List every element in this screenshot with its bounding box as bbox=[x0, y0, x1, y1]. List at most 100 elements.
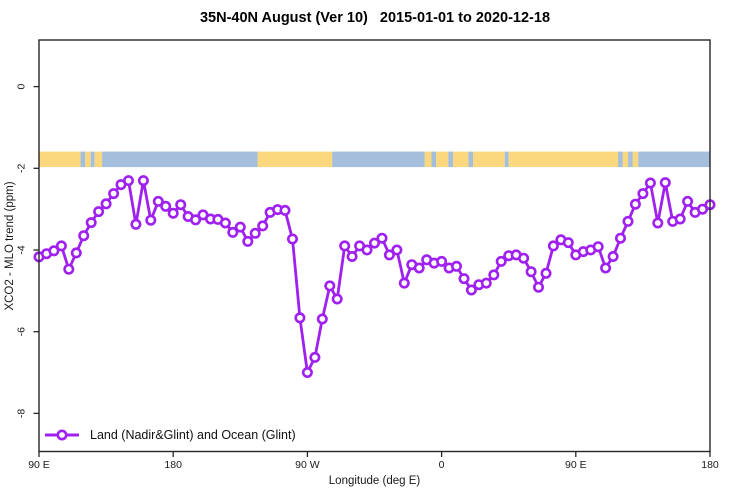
y-tick-label: -6 bbox=[16, 327, 28, 336]
data-point-marker bbox=[637, 188, 649, 200]
x-axis-title: Longitude (deg E) bbox=[328, 475, 421, 487]
surface-band-land-segment bbox=[508, 151, 619, 168]
surface-band-ocean-segment bbox=[431, 151, 437, 168]
data-point-marker bbox=[316, 313, 328, 325]
surface-band-land-segment bbox=[257, 151, 333, 168]
data-point-marker bbox=[540, 267, 552, 279]
data-point-marker bbox=[190, 214, 202, 226]
data-point-marker bbox=[607, 251, 619, 263]
data-point-marker bbox=[85, 217, 97, 229]
data-point-marker bbox=[249, 227, 261, 239]
surface-band-ocean-segment bbox=[628, 151, 633, 168]
surface-band-ocean-segment bbox=[638, 151, 710, 168]
y-tick-label: -4 bbox=[16, 245, 28, 254]
surface-band-ocean-segment bbox=[80, 151, 86, 168]
data-point-marker bbox=[286, 233, 298, 245]
data-point-marker bbox=[63, 263, 75, 275]
data-point-marker bbox=[324, 280, 336, 292]
legend-label: Land (Nadir&Glint) and Ocean (Glint) bbox=[90, 428, 296, 442]
data-point-marker bbox=[108, 188, 120, 200]
surface-band-ocean-segment bbox=[618, 151, 623, 168]
data-point-marker bbox=[48, 245, 60, 257]
data-point-marker bbox=[436, 255, 448, 267]
data-point-marker bbox=[70, 247, 82, 259]
x-tick-label: 180 bbox=[701, 459, 719, 471]
surface-band-ocean-segment bbox=[504, 151, 509, 168]
data-point-marker bbox=[614, 232, 626, 244]
x-tick-label: 90 E bbox=[565, 459, 587, 471]
data-point-marker bbox=[592, 241, 604, 253]
surface-band-land-segment bbox=[473, 151, 505, 168]
surface-band-ocean-segment bbox=[468, 151, 474, 168]
x-tick-label: 0 bbox=[439, 459, 445, 471]
data-point-marker bbox=[137, 175, 149, 187]
data-point-marker bbox=[629, 198, 641, 210]
data-point-marker bbox=[152, 195, 164, 207]
data-point-marker bbox=[145, 214, 157, 226]
x-tick-label: 90 W bbox=[295, 459, 320, 471]
data-point-marker bbox=[518, 252, 530, 264]
surface-band-land-segment bbox=[424, 151, 432, 168]
y-tick-label: 0 bbox=[16, 84, 28, 90]
data-point-marker bbox=[93, 206, 105, 218]
data-point-marker bbox=[682, 195, 694, 207]
data-point-marker bbox=[130, 218, 142, 230]
data-point-marker bbox=[123, 175, 135, 187]
data-point-marker bbox=[450, 260, 462, 272]
y-axis-title: XCO2 - MLO trend (ppm) bbox=[4, 181, 16, 311]
data-point-marker bbox=[309, 351, 321, 363]
data-point-marker bbox=[562, 237, 574, 249]
surface-band-land-segment bbox=[94, 151, 103, 168]
data-point-marker bbox=[331, 293, 343, 305]
data-point-marker bbox=[391, 244, 403, 256]
surface-band-land-segment bbox=[453, 151, 469, 168]
data-point-marker bbox=[100, 198, 112, 210]
y-tick-label: -8 bbox=[16, 409, 28, 418]
surface-band-ocean-segment bbox=[102, 151, 258, 168]
data-point-marker bbox=[659, 177, 671, 189]
surface-band-land-segment bbox=[632, 151, 639, 168]
legend: Land (Nadir&Glint) and Ocean (Glint) bbox=[44, 428, 296, 442]
data-point-marker bbox=[78, 230, 90, 242]
data-point-marker bbox=[160, 200, 172, 212]
x-tick-label: 180 bbox=[164, 459, 182, 471]
surface-band-land-segment bbox=[39, 151, 81, 168]
data-point-marker bbox=[376, 232, 388, 244]
chart-title: 35N-40N August (Ver 10) 2015-01-01 to 20… bbox=[199, 10, 551, 26]
series-line bbox=[38, 179, 711, 374]
data-point-marker bbox=[219, 217, 231, 229]
data-point-marker bbox=[547, 240, 559, 252]
data-point-marker bbox=[383, 249, 395, 261]
data-point-marker bbox=[361, 244, 373, 256]
data-point-marker bbox=[242, 235, 254, 247]
surface-band-land-segment bbox=[85, 151, 91, 168]
data-point-marker bbox=[622, 215, 634, 227]
surface-band-ocean-segment bbox=[448, 151, 453, 168]
surface-band-land-segment bbox=[436, 151, 449, 168]
data-point-marker bbox=[458, 273, 470, 285]
data-point-marker bbox=[488, 269, 500, 281]
data-point-marker bbox=[600, 262, 612, 274]
data-point-marker bbox=[294, 312, 306, 324]
data-point-marker bbox=[480, 277, 492, 289]
data-point-marker bbox=[696, 203, 708, 215]
data-point-marker bbox=[465, 284, 477, 296]
data-point-marker bbox=[674, 213, 686, 225]
surface-band-ocean-segment bbox=[332, 151, 425, 168]
data-point-marker bbox=[532, 281, 544, 293]
data-point-marker bbox=[175, 199, 187, 211]
data-point-marker bbox=[227, 226, 239, 238]
data-point-marker bbox=[644, 177, 656, 189]
data-point-marker bbox=[339, 240, 351, 252]
data-point-marker bbox=[301, 366, 313, 378]
data-point-marker bbox=[279, 204, 291, 216]
data-point-marker bbox=[55, 240, 67, 252]
data-point-marker bbox=[257, 220, 269, 232]
data-point-marker bbox=[167, 207, 179, 219]
data-point-marker bbox=[413, 262, 425, 274]
legend-series-marker-icon bbox=[45, 429, 79, 441]
plot-border bbox=[38, 39, 711, 453]
data-point-marker bbox=[398, 277, 410, 289]
